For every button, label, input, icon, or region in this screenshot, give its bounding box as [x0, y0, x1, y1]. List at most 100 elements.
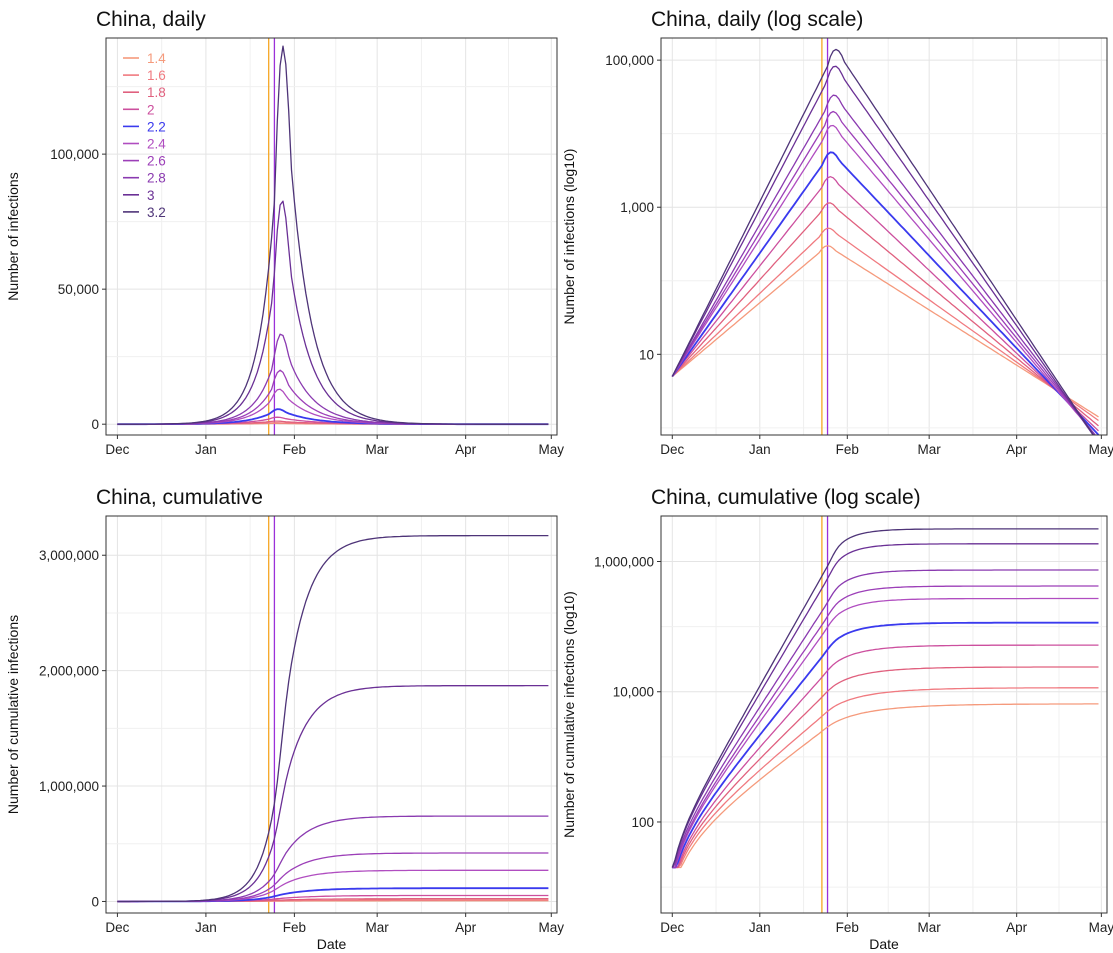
series-line-2-2 [672, 621, 1099, 869]
series-lines [117, 534, 549, 903]
chart-panel-cumulative: China, cumulative Dec Jan Feb Mar Apr May 0 1,00… [0, 478, 564, 953]
x-tick-label: Jan [195, 920, 217, 935]
chart-title: China, cumulative [96, 486, 263, 509]
x-tick-label: Mar [918, 920, 942, 935]
series-lines [671, 48, 1100, 435]
chart-panel-daily: China, daily Dec Jan Feb Mar Apr May 0 50,000 100… [0, 0, 564, 478]
x-tick-label: Feb [283, 442, 306, 457]
legend: 1.4 1.6 1.8 2 2.2 2.4 2.6 2.8 3 3.2 [123, 51, 166, 220]
legend-label: 1.6 [147, 68, 166, 83]
series-line-1-6 [671, 227, 1099, 422]
series-line-2-8 [671, 569, 1099, 868]
series-line-1-4 [672, 703, 1099, 869]
x-tick-label: Jan [749, 920, 771, 935]
series-line-3-2 [117, 45, 549, 425]
y-tick-label: 10 [639, 347, 654, 362]
series-line-2-6 [117, 369, 549, 425]
y-axis-label: Number of cumulative infections (log10) [561, 591, 577, 838]
y-tick-label: 1,000 [620, 200, 654, 215]
y-tick-label: 0 [91, 417, 99, 432]
grid [661, 38, 1107, 435]
series-line-2-2 [671, 151, 1100, 435]
y-axis-label: Number of infections (log10) [561, 149, 577, 325]
y-tick-label: 1,000,000 [594, 555, 654, 570]
series-line-2-4 [117, 869, 549, 903]
x-tick-label: Dec [660, 442, 684, 457]
chart-daily: China, daily Dec Jan Feb Mar Apr May 0 50,000 100… [5, 8, 564, 457]
y-axis-label: Number of infections [5, 172, 21, 300]
x-tick-label: Feb [836, 920, 859, 935]
series-line-1-8 [671, 202, 1099, 427]
x-axis-label: Date [869, 936, 899, 952]
series-line-3-2 [671, 528, 1099, 868]
x-tick-label: Jan [749, 442, 771, 457]
series-line-3-2 [117, 534, 549, 903]
x-tick-label: Feb [836, 442, 859, 457]
x-tick-label: Feb [283, 920, 306, 935]
x-tick-label: May [539, 442, 565, 457]
legend-label: 2 [147, 102, 155, 117]
plot-frame [105, 515, 558, 914]
plot-frame [105, 37, 558, 436]
x-tick-label: Apr [455, 442, 477, 457]
chart-cumulative: China, cumulative Dec Jan Feb Mar Apr May 0 1,00… [5, 486, 564, 952]
x-tick-label: Mar [918, 442, 942, 457]
x-tick-label: Dec [105, 920, 129, 935]
x-tick-label: Mar [366, 442, 390, 457]
chart-cumulative-log: China, cumulative (log scale) Dec Jan Feb Ma… [561, 486, 1113, 952]
x-axis-label: Date [317, 936, 347, 952]
plot-frame [660, 37, 1108, 436]
x-tick-label: May [1089, 442, 1113, 457]
x-tick-label: May [1089, 920, 1113, 935]
x-tick-label: Apr [1006, 442, 1028, 457]
legend-label: 1.8 [147, 85, 166, 100]
chart-title: China, daily [96, 8, 206, 31]
chart-title: China, daily (log scale) [651, 8, 863, 31]
series-line-1-6 [672, 687, 1099, 869]
grid [106, 38, 557, 435]
legend-label: 2.6 [147, 154, 166, 169]
plot-frame [660, 515, 1108, 914]
series-line-3 [671, 65, 1094, 435]
series-line-2-8 [117, 333, 549, 425]
series-line-3-2 [671, 48, 1095, 435]
y-axis-label: Number of cumulative infections [5, 615, 21, 814]
x-tick-label: Mar [366, 920, 390, 935]
y-tick-label: 10,000 [613, 685, 654, 700]
series-line-2-4 [672, 597, 1099, 869]
legend-label: 3.2 [147, 205, 166, 220]
y-tick-label: 100,000 [50, 147, 99, 162]
chart-panel-daily-log: China, daily (log scale) Dec Jan Feb Mar Apr M… [556, 0, 1113, 478]
x-tick-label: Apr [1006, 920, 1028, 935]
legend-label: 2.4 [147, 137, 166, 152]
chart-daily-log: China, daily (log scale) Dec Jan Feb Mar Apr M… [561, 8, 1113, 457]
chart-panel-cumulative-log: China, cumulative (log scale) Dec Jan Feb Ma… [556, 478, 1113, 953]
y-tick-label: 100 [631, 815, 654, 830]
chart-title: China, cumulative (log scale) [651, 486, 921, 509]
series-line-2-4 [671, 124, 1097, 435]
x-tick-label: Dec [660, 920, 684, 935]
grid [661, 516, 1107, 913]
series-line-3 [671, 543, 1099, 868]
legend-label: 3 [147, 188, 155, 203]
series-lines [117, 45, 549, 426]
series-line-2-6 [672, 585, 1099, 869]
x-tick-label: Jan [195, 442, 217, 457]
series-line-2 [671, 176, 1099, 432]
series-line-1-4 [671, 245, 1099, 418]
y-tick-label: 1,000,000 [39, 779, 99, 794]
series-line-2 [672, 644, 1099, 869]
x-tick-label: May [539, 920, 565, 935]
series-line-1-8 [672, 666, 1099, 869]
x-tick-label: Dec [105, 442, 129, 457]
y-tick-label: 2,000,000 [39, 664, 99, 679]
series-line-3 [117, 200, 549, 425]
legend-label: 2.8 [147, 171, 166, 186]
series-line-2-4 [117, 388, 549, 425]
legend-label: 1.4 [147, 51, 166, 66]
series-line-2-6 [671, 110, 1096, 435]
y-tick-label: 3,000,000 [39, 548, 99, 563]
series-line-2-8 [671, 94, 1096, 435]
y-tick-label: 100,000 [605, 53, 654, 68]
y-tick-label: 50,000 [58, 282, 99, 297]
